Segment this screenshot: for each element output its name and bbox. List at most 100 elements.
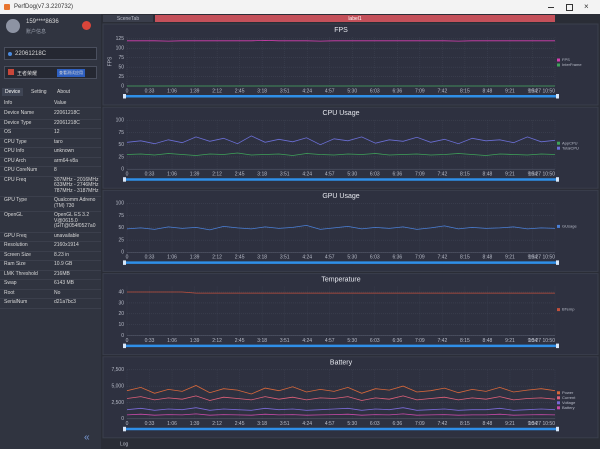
x-tick-label: 10:27 10:50	[529, 172, 556, 178]
y-tick-label: 25	[118, 74, 124, 80]
info-key: Swap	[4, 280, 17, 286]
x-tick-label: 1:39	[190, 255, 200, 261]
table-row: LMK Threshold 216MB	[0, 270, 101, 280]
x-tick-label: 7:42	[438, 172, 448, 178]
x-tick-label: 8:48	[483, 338, 493, 344]
window-title: PerfDog(v7.3.220732)	[14, 4, 74, 10]
x-tick-label: 2:12	[212, 88, 222, 94]
table-row: OS 12	[0, 128, 101, 139]
x-tick-label: 2:12	[212, 421, 222, 427]
collapse-button[interactable]: «	[84, 432, 90, 443]
y-tick-label: 75	[118, 130, 124, 136]
y-tick-label: 75	[118, 213, 124, 219]
tab[interactable]: Setting	[31, 89, 47, 95]
x-tick-label: 6:36	[392, 255, 402, 261]
x-tick-label: 8:48	[483, 255, 493, 261]
x-tick-label: 7:09	[415, 88, 425, 94]
avatar[interactable]	[6, 19, 20, 33]
x-tick-label: 7:09	[415, 255, 425, 261]
x-tick-label: 8:15	[460, 255, 470, 261]
x-tick-label: 6:36	[392, 421, 402, 427]
info-value: OpenGL ES 3.2 V@0615.0 (GIT@054f0527a0	[54, 212, 96, 229]
series-line	[126, 413, 556, 416]
info-key: GPU Freq	[4, 232, 27, 239]
x-tick-label: 7:09	[415, 172, 425, 178]
x-tick-label: 7:42	[438, 421, 448, 427]
x-tick-label: 0	[126, 255, 129, 261]
time-slider	[124, 344, 558, 348]
x-tick-label: 1:06	[167, 338, 177, 344]
y-tick-label: 2,500	[111, 400, 124, 406]
series-line	[127, 39, 555, 42]
y-tick-label: 40	[118, 289, 124, 295]
label-bar	[155, 15, 555, 22]
logout-button[interactable]	[82, 21, 91, 30]
user-info[interactable]: 账户信息	[26, 29, 47, 35]
x-tick-label: 6:03	[370, 338, 380, 344]
table-row: SerialNum d21a7bc3	[0, 298, 101, 309]
close[interactable]: ×	[584, 2, 589, 11]
info-key: SerialNum	[4, 299, 28, 305]
tab[interactable]: About	[57, 89, 71, 95]
series-line	[126, 395, 556, 401]
info-value: 22061218C	[54, 110, 80, 116]
scene-tab[interactable]	[103, 15, 153, 22]
x-tick-label: 9:54	[528, 421, 538, 427]
x-tick-label: 4:24	[302, 255, 312, 261]
info-key: OS	[4, 129, 12, 135]
x-tick-label: 4:57	[325, 172, 335, 178]
x-tick-label: 0:33	[145, 338, 155, 344]
x-tick-label: 9:21	[505, 88, 515, 94]
info-value: unknown	[54, 148, 75, 154]
table-row: Swap 6143 MB	[0, 279, 101, 290]
x-tick-label: 0	[126, 88, 129, 94]
app-select[interactable]: 王者荣耀 查看测试应用	[4, 66, 97, 79]
slider-handle	[556, 94, 559, 99]
info-key: CPU Info	[4, 148, 25, 154]
series-line	[126, 385, 556, 395]
x-tick-label: 8:15	[460, 172, 470, 178]
x-tick-label: 0	[126, 172, 129, 178]
x-tick-label: 1:06	[167, 172, 177, 178]
legend-label: FPS	[562, 57, 570, 62]
log-label: Log	[120, 441, 129, 447]
y-tick-label: 30	[118, 300, 124, 306]
x-tick-label: 6:03	[370, 421, 380, 427]
info-value: Qualcomm Adreno (TM) 730	[54, 197, 96, 209]
device-icon	[8, 52, 12, 56]
table-row: CPU Freq 307MHz - 2016MHz 633MHz - 2746MH…	[0, 176, 101, 197]
slider-handle	[556, 177, 559, 182]
legend-swatch	[557, 406, 560, 410]
info-value: taro	[54, 138, 63, 145]
info-value: 12	[54, 129, 60, 135]
x-tick-label: 3:18	[257, 421, 267, 427]
x-tick-label: 1:39	[190, 88, 200, 94]
maximize[interactable]	[566, 4, 573, 11]
x-tick-label: 6:03	[370, 172, 380, 178]
x-tick-label: 2:45	[235, 88, 245, 94]
x-tick-label: 8:48	[483, 88, 493, 94]
info-key: CPU Arch	[4, 157, 26, 164]
device-select[interactable]: 22061218C	[4, 47, 97, 60]
legend-label: AppCPU	[562, 140, 578, 145]
y-tick-label: 100	[116, 201, 125, 207]
legend-label: Battery	[562, 405, 575, 410]
x-tick-label: 0:33	[145, 88, 155, 94]
series-line	[126, 407, 556, 411]
column-header: Info	[4, 100, 13, 106]
legend-swatch	[557, 146, 560, 150]
label-text: label1	[348, 16, 362, 22]
x-tick-label: 9:54	[528, 338, 538, 344]
x-tick-label: 6:36	[392, 172, 402, 178]
tabs: Device Setting About	[2, 88, 100, 98]
table-row: GPU Type Qualcomm Adreno (TM) 730	[0, 196, 101, 212]
x-tick-label: 9:54	[528, 172, 538, 178]
slider-handle	[123, 94, 126, 99]
app-tag[interactable]: 查看测试应用	[57, 69, 85, 77]
info-key: Ram Size	[4, 261, 26, 267]
tab[interactable]: Device	[2, 88, 24, 96]
x-tick-label: 3:51	[280, 421, 290, 427]
x-tick-label: 2:45	[235, 172, 245, 178]
minimize[interactable]	[548, 7, 554, 8]
table-row: Screen Size 8.23 in	[0, 251, 101, 261]
